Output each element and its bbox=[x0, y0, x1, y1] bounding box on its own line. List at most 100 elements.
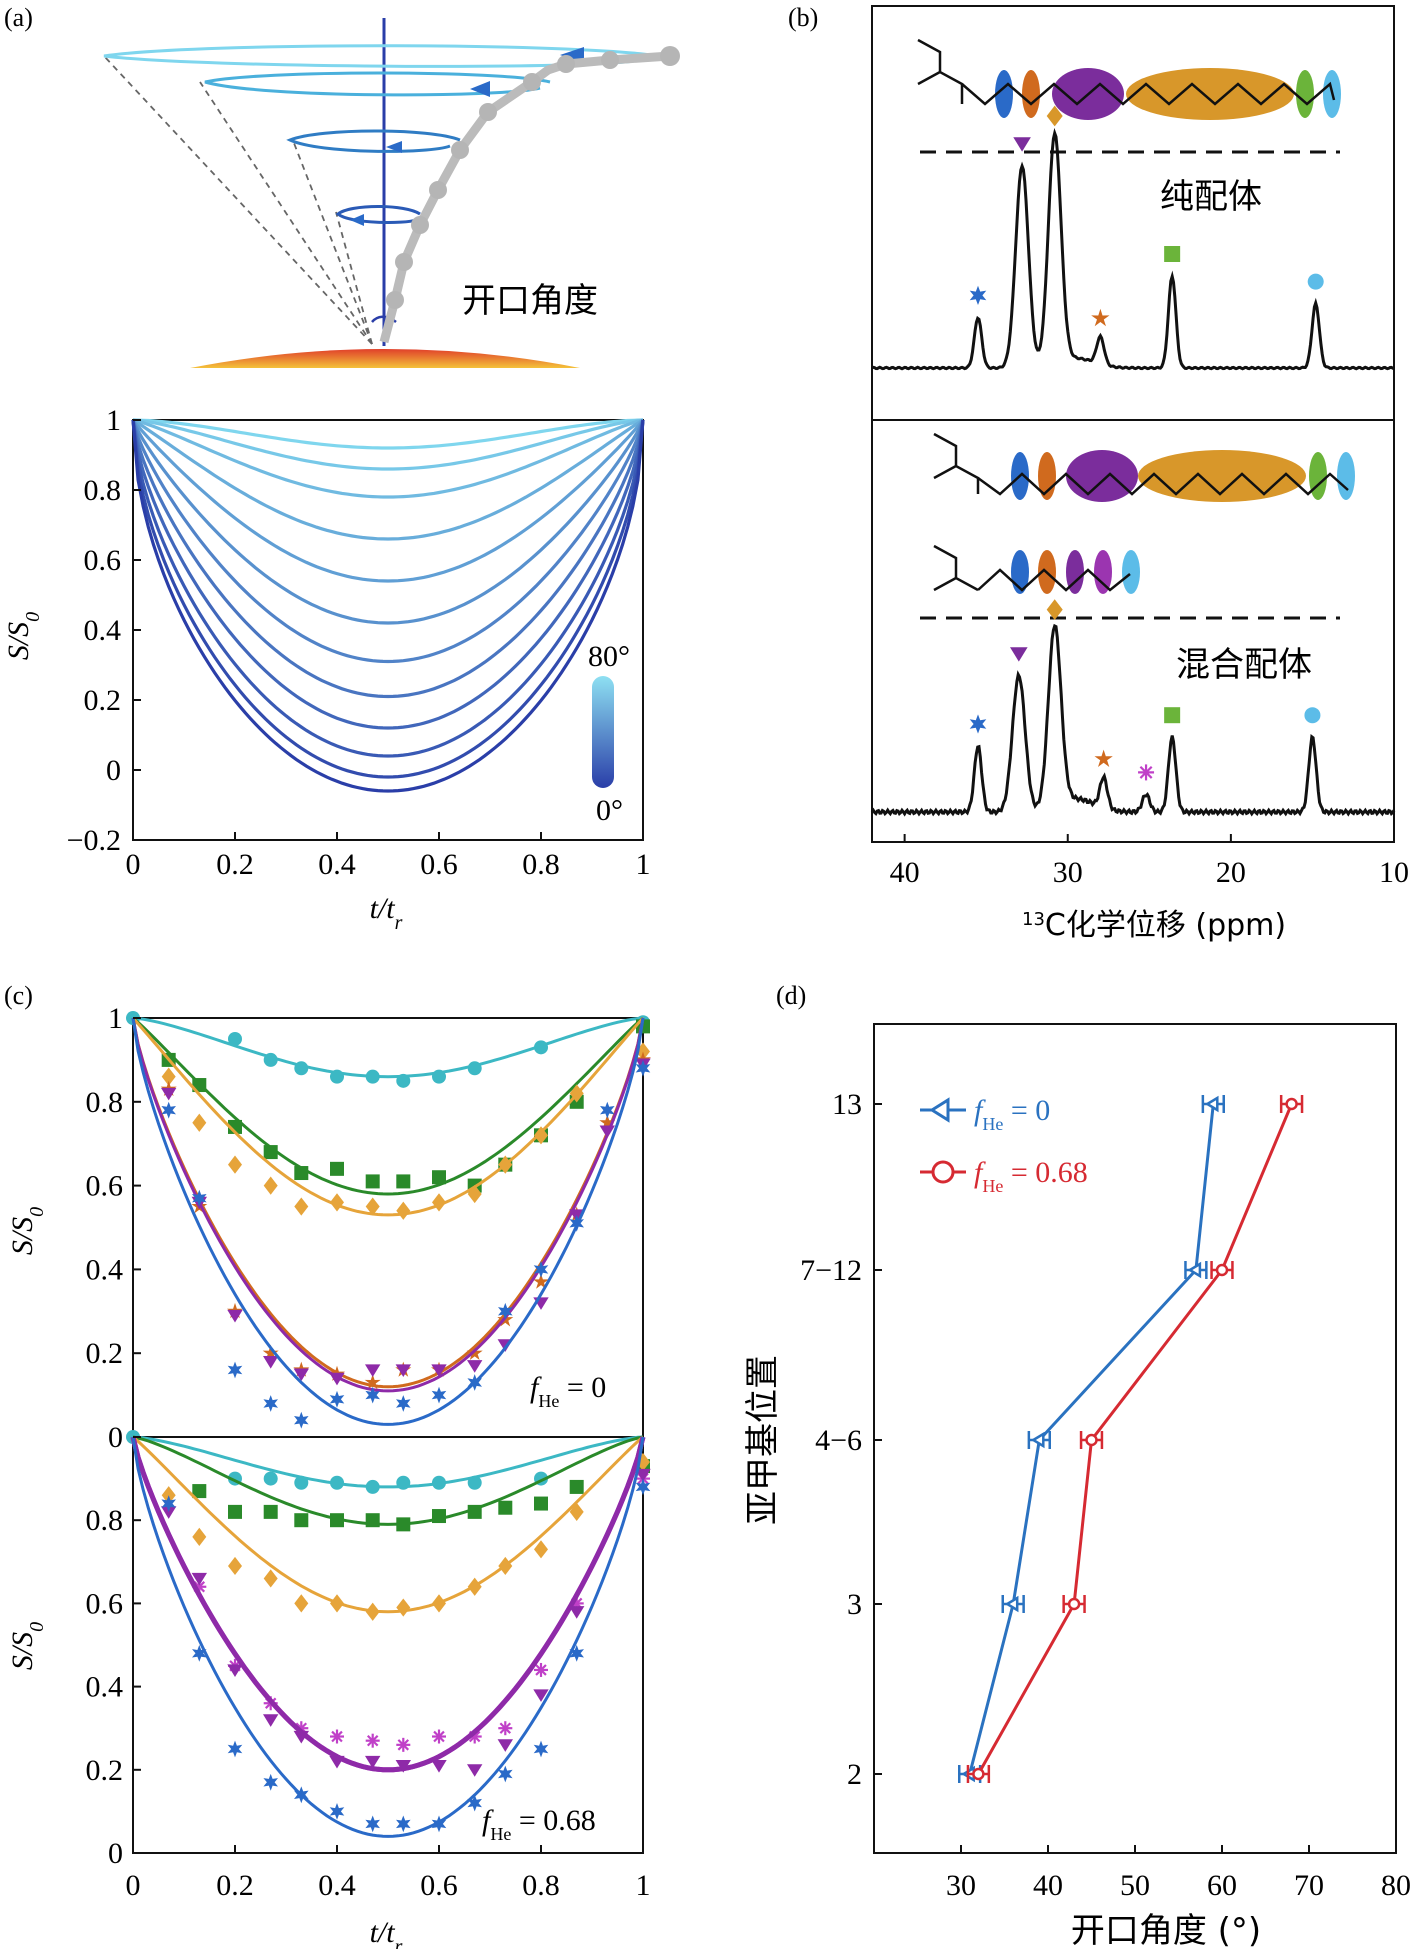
x-tick-labels: 0 0.2 0.4 0.6 0.8 1 bbox=[126, 832, 651, 881]
diamond-marker bbox=[498, 1556, 513, 1576]
curve-line bbox=[131, 419, 645, 664]
triangle-marker bbox=[161, 1506, 177, 1519]
star6-marker bbox=[467, 1374, 482, 1391]
diamond-marker bbox=[498, 1155, 513, 1174]
fit-curve bbox=[131, 1017, 645, 1389]
diamond-marker bbox=[263, 1569, 278, 1588]
triangle-marker bbox=[431, 1760, 447, 1773]
curve-line bbox=[131, 419, 645, 625]
star6-marker bbox=[431, 1815, 447, 1833]
star6-marker bbox=[569, 1644, 584, 1662]
triangle-marker bbox=[365, 1364, 381, 1377]
triangle-marker bbox=[431, 1364, 447, 1377]
panel-label-a: (a) bbox=[4, 3, 33, 32]
diamond-marker bbox=[1046, 105, 1063, 127]
y-tick-label: 1 bbox=[108, 1002, 123, 1035]
y-tick-label: 0.4 bbox=[86, 1671, 124, 1704]
square-marker bbox=[228, 1504, 242, 1519]
tick-labels: 30 40 50 60 70 80 2 3 4−6 7−12 13 bbox=[800, 1088, 1411, 1902]
x-tick-label: 0 bbox=[126, 848, 141, 881]
fit-curve bbox=[132, 1435, 644, 1489]
legend-item-1: fHe = 0.68 bbox=[920, 1156, 1088, 1196]
square-marker bbox=[294, 1166, 309, 1181]
star6-marker bbox=[227, 1740, 243, 1758]
fit-curve bbox=[130, 1436, 646, 1773]
x-tick-label: 0.4 bbox=[318, 1869, 356, 1902]
x-tick-label: 30 bbox=[1053, 856, 1083, 889]
y-tick-label: 13 bbox=[832, 1088, 862, 1121]
circle-marker bbox=[294, 1475, 309, 1490]
star6-marker bbox=[227, 1361, 243, 1379]
x-tick-label: 0.6 bbox=[420, 1869, 458, 1902]
y-tick-label: 0.6 bbox=[86, 1587, 124, 1620]
diamond-marker bbox=[330, 1193, 344, 1212]
star5-marker bbox=[533, 1273, 549, 1289]
diamond-marker bbox=[365, 1602, 380, 1621]
star6-marker bbox=[396, 1395, 411, 1412]
tick-labels: 0 0.2 0.4 0.6 0.8 1 0 0.2 0.4 0.6 0.8 0 0.2 0.4 0.6 0.8… bbox=[86, 1002, 651, 1902]
y-tick-label: 0.4 bbox=[84, 614, 122, 647]
asterisk-marker bbox=[534, 1662, 548, 1677]
x-tick-label: 80 bbox=[1381, 1869, 1411, 1902]
x-tick-label: 30 bbox=[946, 1869, 976, 1902]
y-tick-label: 0.4 bbox=[86, 1253, 124, 1286]
triangle-marker bbox=[365, 1755, 381, 1769]
curve-line bbox=[131, 419, 645, 793]
square-marker bbox=[365, 1513, 380, 1528]
diamond-marker bbox=[294, 1197, 309, 1216]
asterisk-marker bbox=[365, 1733, 380, 1748]
diamond-marker bbox=[569, 1084, 584, 1103]
circle-marker bbox=[330, 1475, 344, 1490]
diamond-marker bbox=[365, 1197, 380, 1216]
diamond-marker bbox=[228, 1155, 242, 1174]
star5-marker bbox=[262, 1344, 279, 1360]
star6-marker bbox=[329, 1390, 345, 1408]
x-tick-label: 60 bbox=[1207, 1869, 1237, 1902]
circle-marker bbox=[1307, 273, 1324, 290]
y-tick-label: −0.2 bbox=[67, 824, 121, 857]
star6-marker bbox=[263, 1395, 278, 1412]
diamond-marker bbox=[263, 1176, 278, 1195]
x-tick-label: 40 bbox=[890, 856, 920, 889]
triangle-marker bbox=[293, 1730, 309, 1744]
square-marker bbox=[569, 1479, 584, 1494]
star6-marker bbox=[533, 1261, 549, 1278]
circle-marker bbox=[432, 1475, 446, 1490]
triangle-marker bbox=[191, 1572, 207, 1586]
triangle-marker bbox=[1013, 137, 1031, 152]
curve-line bbox=[131, 419, 645, 730]
star6-marker bbox=[192, 1189, 207, 1207]
diamond-marker bbox=[228, 1556, 242, 1576]
star6-marker bbox=[263, 1773, 278, 1791]
square-marker bbox=[396, 1174, 411, 1189]
star5-marker bbox=[599, 1114, 616, 1130]
triangle-marker bbox=[599, 1125, 615, 1139]
star6-marker bbox=[294, 1411, 309, 1429]
diamond-marker bbox=[467, 1184, 482, 1204]
legend-item-0: fHe = 0 bbox=[920, 1094, 1050, 1134]
panel-label-c: (c) bbox=[4, 981, 33, 1010]
triangle-marker bbox=[569, 1606, 585, 1619]
y-tick-label: 0.8 bbox=[84, 474, 122, 507]
axes-frame bbox=[871, 5, 1395, 843]
star5-marker bbox=[1094, 749, 1113, 767]
colorbar-max-label: 80° bbox=[588, 640, 630, 673]
triangle-marker bbox=[329, 1755, 345, 1769]
asterisk-marker bbox=[330, 1729, 344, 1744]
legend-top: fHe = 0 bbox=[530, 1371, 606, 1411]
opening-angle-label: 开口角度 bbox=[462, 281, 598, 321]
nmr-spectrum-line bbox=[870, 623, 1396, 817]
fit-curve bbox=[131, 1017, 645, 1426]
triangle-marker bbox=[1204, 1095, 1219, 1113]
circle-marker bbox=[467, 1475, 482, 1490]
x-tick-label: 0 bbox=[126, 1869, 141, 1902]
y-axis-label: 亚甲基位置 bbox=[743, 1355, 783, 1525]
x-tick-label: 0.4 bbox=[318, 848, 356, 881]
triangle-marker bbox=[227, 1309, 243, 1323]
x-tick-label: 0.8 bbox=[522, 848, 560, 881]
circle-marker bbox=[1215, 1263, 1229, 1277]
fit-curve bbox=[132, 1016, 644, 1079]
square-marker bbox=[467, 1504, 482, 1519]
triangle-marker bbox=[1004, 1595, 1019, 1613]
star6-marker bbox=[533, 1740, 549, 1758]
